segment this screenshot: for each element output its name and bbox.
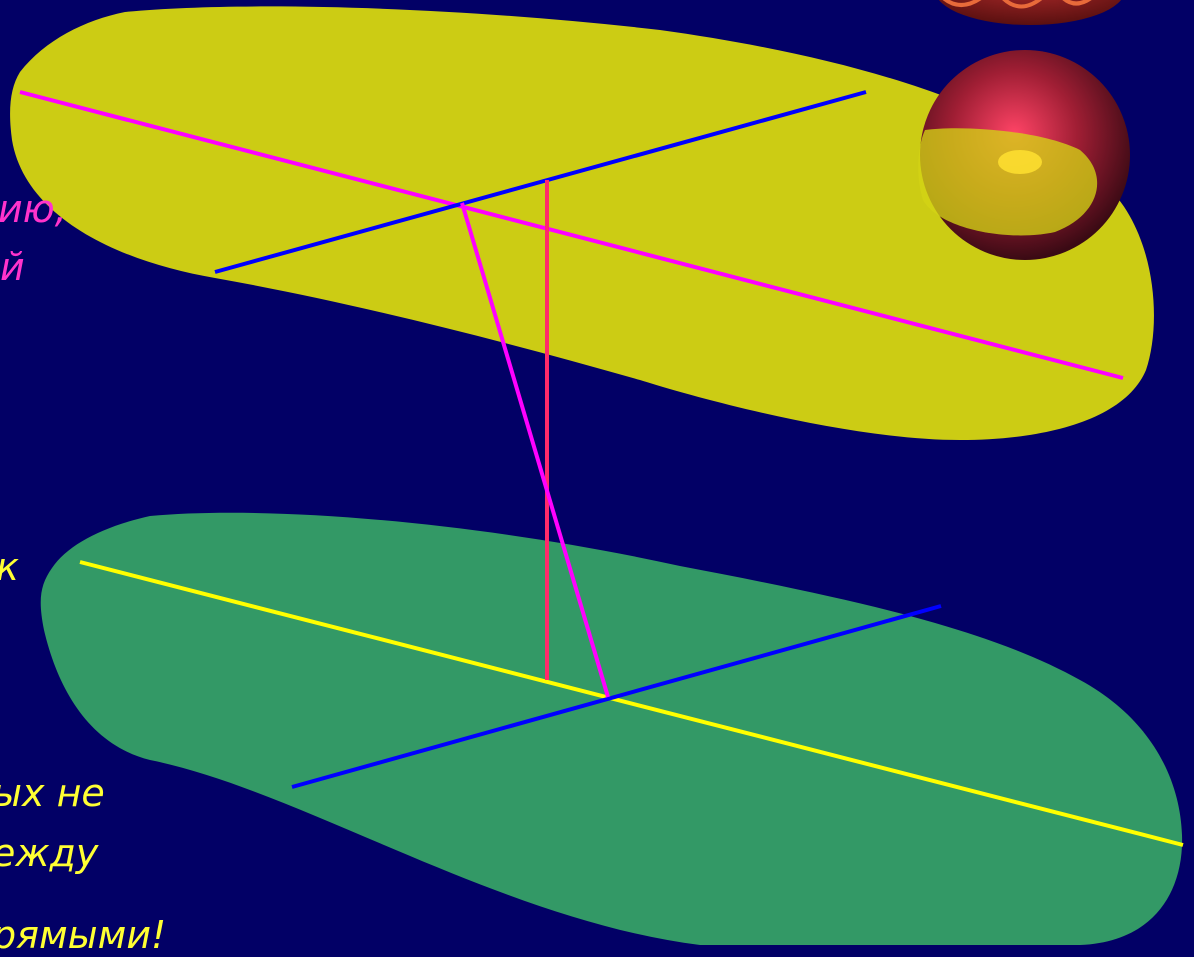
upper-text-line-2: й — [0, 245, 25, 289]
middle-text: к — [0, 548, 19, 586]
lower-text-line-1: ых не — [0, 771, 105, 815]
lower-yellow-line — [79, 560, 1184, 847]
lower-text-line-3: рямыми! — [0, 913, 167, 957]
upper-text-line-1: ию, — [0, 187, 67, 231]
lower-plane — [40, 512, 1183, 945]
lower-text-line-2: ежду — [0, 831, 99, 875]
upper-magenta-line — [19, 90, 1124, 380]
lower-blue-line — [291, 604, 942, 789]
upper-blue-line — [214, 90, 867, 274]
upper-plane — [10, 6, 1154, 440]
sphere — [918, 50, 1130, 260]
oblique-connector — [460, 202, 610, 698]
top-decoration — [938, 0, 1122, 25]
